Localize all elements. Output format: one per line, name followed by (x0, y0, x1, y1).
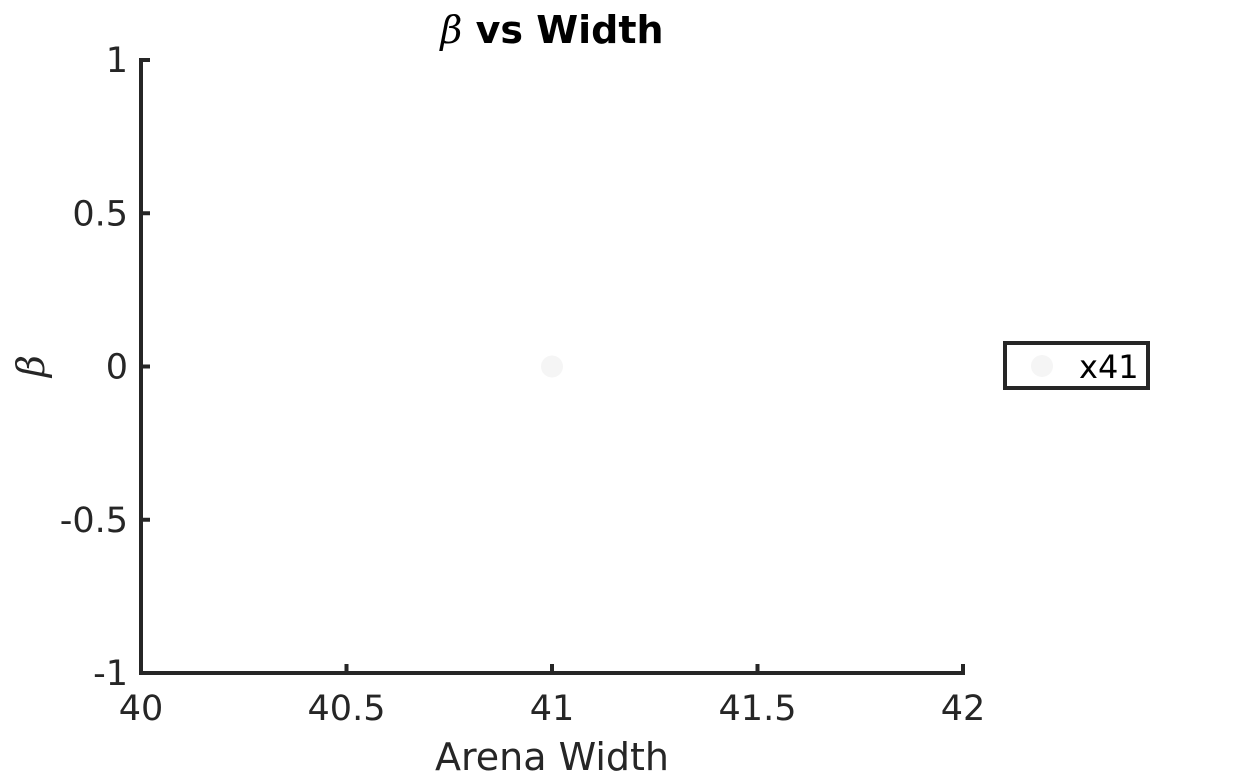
y-tick-label: 0 (106, 348, 128, 388)
data-point (541, 355, 563, 378)
x-tick-label: 40.5 (308, 689, 386, 729)
y-tick-label: 0.5 (72, 194, 128, 234)
x-axis-title: Arena Width (435, 735, 669, 779)
y-tick-label: -0.5 (60, 501, 128, 541)
chart-title-symbol: β (438, 8, 462, 52)
x-ticks: 40 40.5 41 41.5 42 (119, 664, 986, 729)
x-tick-label: 42 (941, 689, 986, 729)
x-tick-label: 41 (530, 689, 575, 729)
chart-title-text: vs Width (462, 8, 663, 52)
chart-title: β vs Width (438, 8, 663, 52)
y-ticks: 1 0.5 0 -0.5 -1 (60, 41, 150, 694)
x-tick-label: 40 (119, 689, 164, 729)
legend: x41 (1003, 341, 1150, 390)
x-tick-label: 41.5 (719, 689, 797, 729)
data-points (541, 355, 563, 378)
y-tick-label: -1 (93, 654, 128, 694)
y-axis-title: β (9, 355, 53, 379)
legend-label: x41 (1079, 348, 1139, 386)
y-tick-label: 1 (106, 41, 128, 81)
legend-marker (1031, 355, 1053, 377)
legend-box (1003, 341, 1150, 390)
